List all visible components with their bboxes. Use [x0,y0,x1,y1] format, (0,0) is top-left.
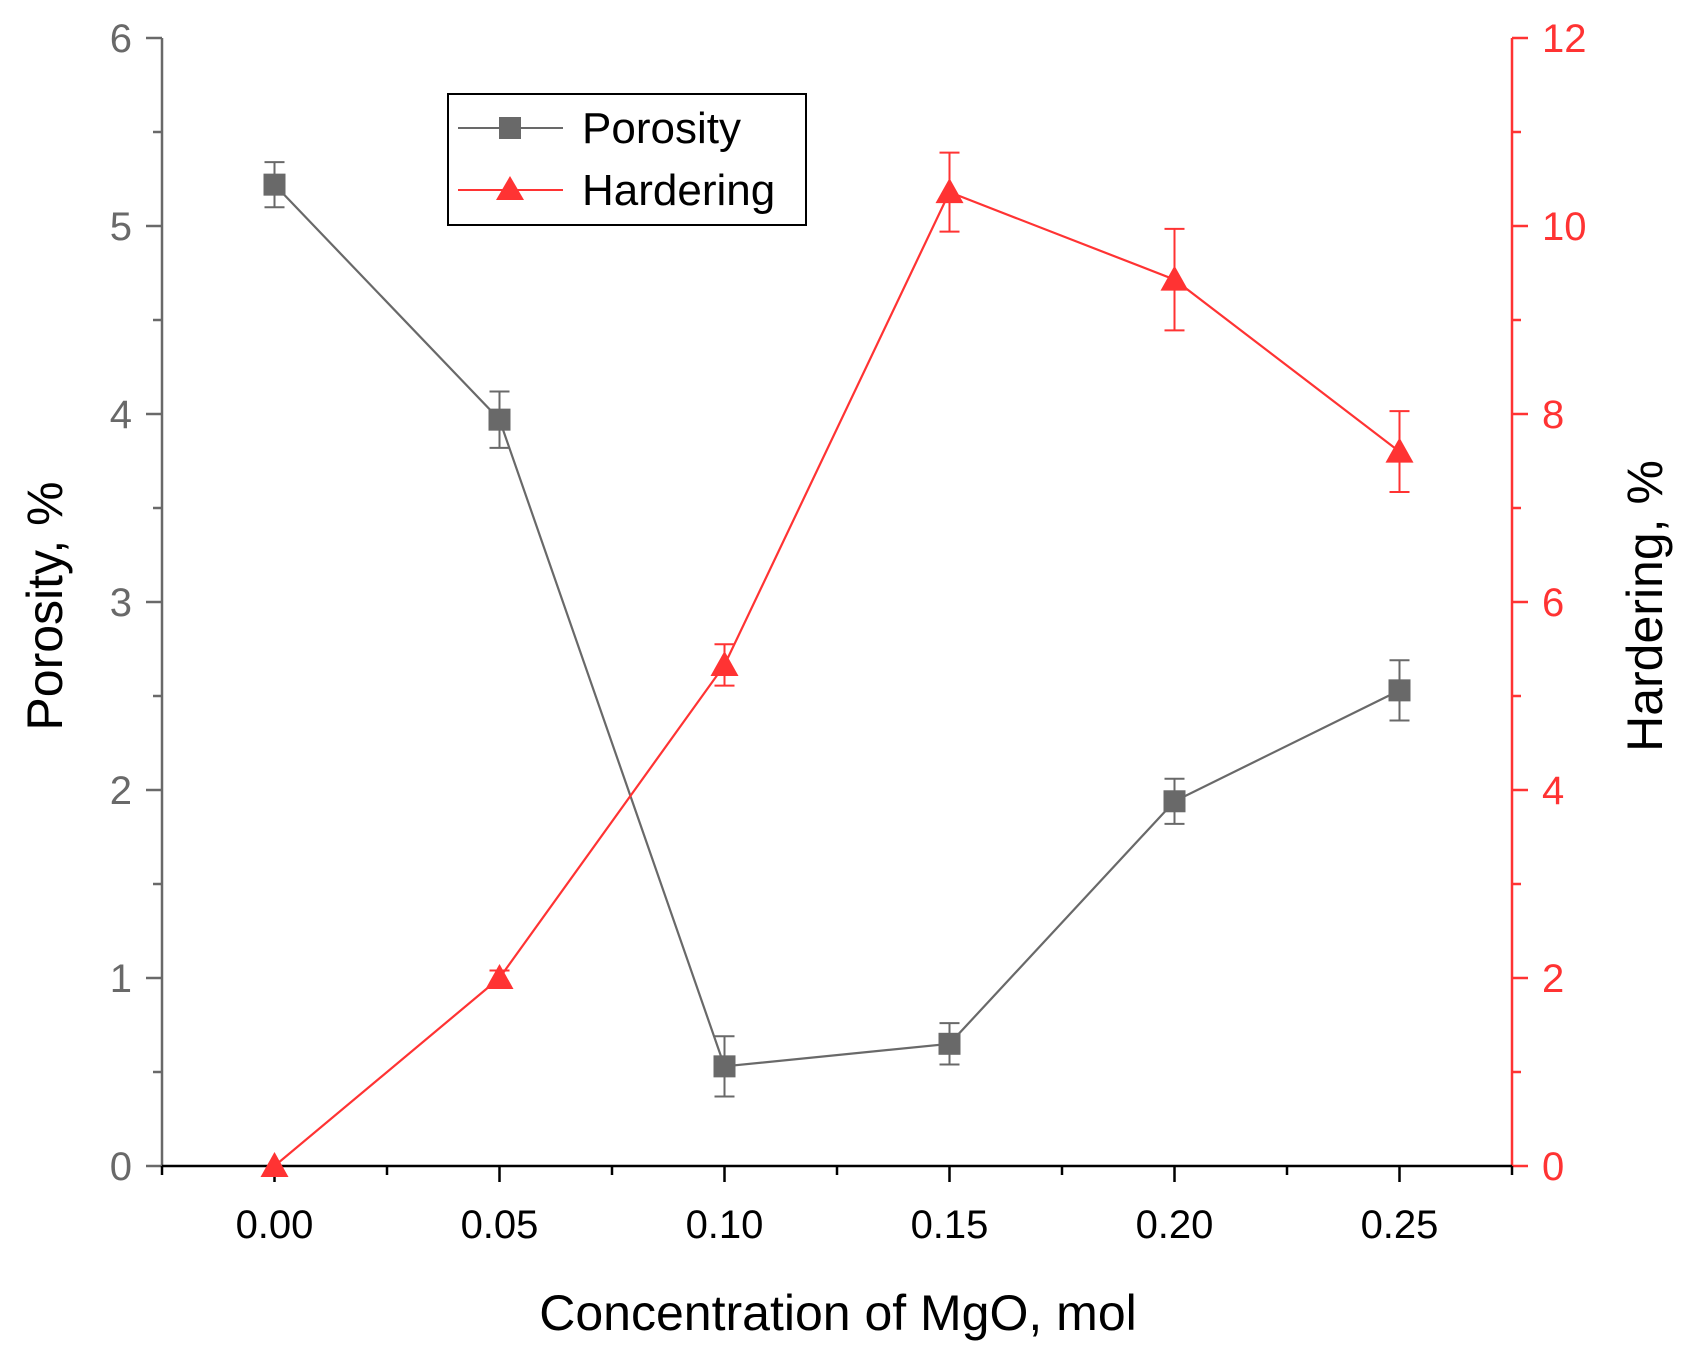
series-porosity [263,161,1411,1098]
x-tick-label: 0.05 [461,1203,539,1247]
porosity-point [713,1055,736,1078]
x-axis: 0.00 0.05 0.10 0.15 0.20 0.25 [160,1164,1514,1247]
right-tick-label: 4 [1542,769,1564,813]
right-tick-label: 0 [1542,1145,1564,1189]
left-tick-label: 5 [110,205,132,249]
left-tick-label: 1 [110,957,132,1001]
legend-box [447,93,807,226]
right-tick-label: 6 [1542,581,1564,625]
left-tick-label: 3 [110,581,132,625]
hardering-point [710,650,739,676]
porosity-line [273,183,1400,1068]
porosity-point [488,408,511,431]
left-tick-label: 6 [110,17,132,61]
series-group [260,151,1414,1177]
porosity-point [1163,790,1186,813]
x-tick-label: 0.20 [1136,1203,1214,1247]
legend-porosity-marker [499,117,521,139]
x-tick-label: 0.10 [686,1203,764,1247]
hardering-line [273,190,1401,1167]
x-tick-label: 0.25 [1361,1203,1439,1247]
left-tick-label: 4 [110,393,132,437]
hardering-point [485,964,514,989]
porosity-point [263,173,286,196]
right-tick-label: 8 [1542,393,1564,437]
left-y-axis: 0 1 2 3 4 5 6 [110,17,164,1189]
x-tick-label: 0.00 [236,1203,314,1247]
legend: Porosity Hardering [447,93,807,226]
left-y-axis-title: Porosity, % [17,481,73,730]
legend-hardering-label: Hardering [582,166,775,215]
x-axis-title: Concentration of MgO, mol [539,1285,1137,1341]
left-tick-label: 2 [110,769,132,813]
x-tick-label: 0.15 [911,1203,989,1247]
left-tick-label: 0 [110,1145,132,1189]
series-hardering [260,151,1414,1177]
hardering-point [1385,437,1414,463]
right-y-axis: 0 2 4 6 8 10 12 [1510,17,1587,1189]
hardering-point [260,1152,289,1177]
hardering-point [935,178,964,204]
right-tick-label: 2 [1542,957,1564,1001]
right-tick-label: 12 [1542,17,1587,61]
porosity-point [938,1032,961,1055]
porosity-point [1388,679,1411,702]
hardering-point [1160,265,1189,291]
legend-hardering-marker [496,176,524,200]
legend-porosity-label: Porosity [582,104,741,153]
right-y-axis-title: Hardering, % [1617,460,1673,752]
right-tick-label: 10 [1542,205,1587,249]
